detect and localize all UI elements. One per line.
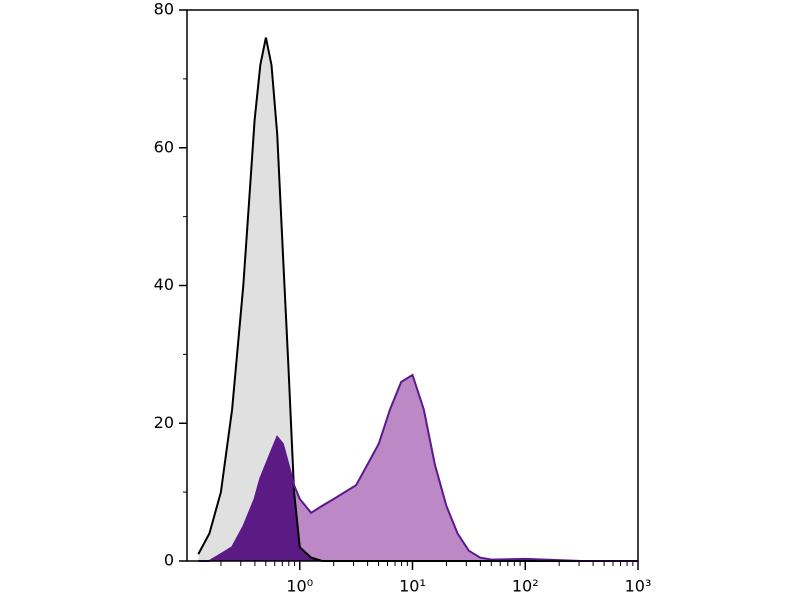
y-tick-label: 80 <box>154 0 174 19</box>
y-tick-label: 60 <box>154 137 174 156</box>
x-tick-label: 10¹ <box>399 577 426 596</box>
y-tick-label: 20 <box>154 413 174 432</box>
x-tick-label: 10³ <box>625 577 652 596</box>
y-tick-label: 0 <box>164 551 174 570</box>
stained-area <box>198 375 639 561</box>
stained-line <box>198 373 638 562</box>
x-tick-label: 10⁰ <box>286 577 313 596</box>
control-area <box>198 37 639 562</box>
x-tick-label: 10² <box>512 577 539 596</box>
y-tick-label: 40 <box>154 275 174 294</box>
